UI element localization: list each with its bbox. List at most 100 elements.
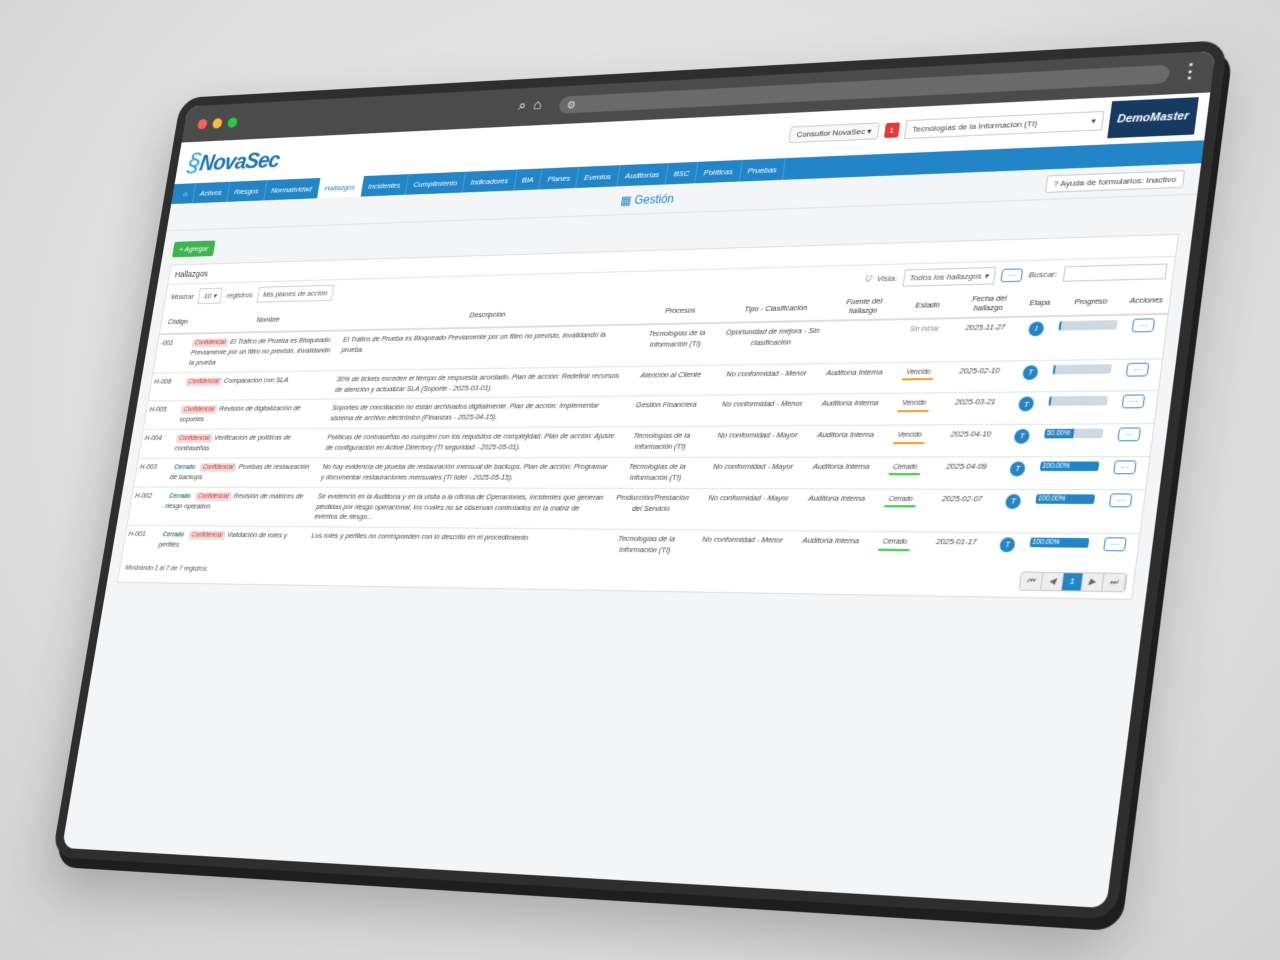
actions-button[interactable]: ··· (1125, 362, 1150, 377)
process-cell: Tecnologías de la Información (TI) (610, 457, 703, 489)
column-header[interactable]: Estado (897, 290, 959, 320)
finding-name[interactable]: Comparación con SLA (223, 375, 290, 385)
stage-cell: T (1009, 359, 1051, 393)
actions-button[interactable]: ··· (1112, 460, 1137, 475)
description-cell: Los roles y perfiles no corresponden con… (305, 526, 605, 560)
source-cell: Auditoría Interna (791, 531, 868, 564)
view-select[interactable]: Todos los hallazgos ▾ (902, 267, 996, 287)
first-page-button[interactable]: ⏮ (1019, 572, 1044, 590)
description-cell: Políticas de contraseñas no cumplen con … (321, 426, 620, 458)
source-cell: Auditoría Interna (806, 425, 883, 458)
source-cell: Auditoría Interna (802, 456, 879, 489)
progress-cell (1042, 391, 1112, 425)
nav-item-cumplimiento[interactable]: Cumplimiento (405, 171, 467, 195)
nav-item-normatividad[interactable]: Normatividad (263, 177, 321, 201)
name-cell[interactable]: Cerrado Confidencial Validación de roles y… (154, 525, 311, 556)
status-cell: Sin iniciar (891, 318, 955, 363)
close-window-button[interactable] (197, 118, 208, 129)
nav-item-planes[interactable]: Planes (539, 166, 580, 190)
column-header[interactable]: Progreso (1056, 286, 1126, 317)
area-select[interactable]: Tecnologías de la Información (TI) ▾ (903, 110, 1105, 139)
column-header[interactable]: Procesos (635, 296, 726, 325)
add-button[interactable]: + Agregar (172, 240, 216, 258)
description-cell: No hay evidencia de prueba de restauraci… (316, 457, 616, 488)
nav-item-bia[interactable]: BIA (513, 168, 543, 191)
column-header[interactable]: Acciones (1121, 285, 1172, 315)
nav-item-políticas[interactable]: Políticas (695, 159, 743, 184)
confidential-badge: Confidencial (175, 434, 213, 443)
nav-item-auditorías[interactable]: Auditorías (617, 163, 669, 187)
status-badge: Sin iniciar (909, 325, 940, 334)
nav-item-bsc[interactable]: BSC (665, 161, 699, 185)
actions-cell: ··· (1103, 423, 1154, 457)
column-header[interactable]: Código (159, 308, 196, 335)
status-badge: Cerrado (888, 462, 922, 476)
nav-item-activos[interactable]: Activos (192, 181, 231, 204)
process-cell: Tecnologías de la Información (TI) (615, 426, 707, 458)
name-cell[interactable]: Cerrado Confidencial Pruebas de restauraci… (165, 457, 322, 488)
next-page-button[interactable]: ▶ (1081, 573, 1105, 591)
column-header[interactable]: Fecha del hallazgo (954, 288, 1024, 319)
nav-item-eventos[interactable]: Eventos (576, 165, 621, 189)
type-cell: No conformidad - Mayor (691, 488, 803, 532)
progress-bar: 50.00% (1043, 428, 1104, 439)
actions-button[interactable]: ··· (1117, 427, 1141, 442)
status-cell: Cerrado (873, 456, 936, 489)
page-length-select[interactable]: 10 ▾ (197, 287, 223, 305)
home-icon[interactable]: ⌂ (532, 96, 543, 114)
nav-item-indicadores[interactable]: Indicadores (462, 169, 518, 193)
actions-cell: ··· (1088, 533, 1140, 567)
user-menu[interactable]: Consultor NovaSec ▾ (788, 121, 880, 143)
process-cell: Gestión Financiera (619, 395, 712, 427)
device-frame: ⌕ ⌂ ⚙ ⋮ §NovaSec Consultor NovaSec ▾ 1 Te… (51, 39, 1228, 920)
stage-cell: T (1004, 392, 1047, 425)
column-header[interactable]: Tipo - Clasificación (722, 293, 831, 323)
actions-button[interactable]: ··· (1108, 493, 1133, 507)
progress-bar: 100.00% (1039, 461, 1100, 471)
form-help-button[interactable]: ? Ayuda de formularios: Inactivo (1045, 170, 1186, 193)
name-cell[interactable]: Confidencial Comparación con SLA (180, 370, 336, 401)
actions-button[interactable]: ··· (1102, 537, 1127, 552)
source-cell: Auditoría Interna (815, 362, 892, 395)
description-cell: 30% de tickets exceden el tiempo de resp… (330, 366, 629, 400)
column-header[interactable]: Nombre (191, 305, 347, 334)
actions-button[interactable]: ··· (1121, 394, 1146, 409)
search-label: Buscar: (1027, 269, 1058, 280)
site-settings-icon[interactable]: ⚙ (565, 99, 577, 112)
nav-item-pruebas[interactable]: Pruebas (739, 158, 787, 182)
search-input[interactable] (1062, 263, 1168, 282)
table-row: H-004 Confidencial Verificación de polític… (138, 423, 1154, 459)
process-cell: Tecnologías de la Información (TI) (628, 322, 723, 367)
prev-page-button[interactable]: ◀ (1041, 572, 1065, 591)
name-cell[interactable]: Cerrado Confidencial Revisión de matrices … (159, 486, 317, 527)
minimize-window-button[interactable] (212, 117, 223, 129)
column-header[interactable]: Fuente del hallazgo (826, 291, 902, 321)
column-header[interactable]: Etapa (1019, 288, 1061, 317)
novasec-logo[interactable]: §NovaSec (185, 147, 282, 177)
source-cell (820, 319, 898, 364)
confidential-badge: Confidencial (191, 338, 229, 348)
view-label: Vista: (876, 273, 898, 284)
status-cell: Vencido (887, 361, 949, 394)
stage-cell: T (1000, 424, 1043, 457)
description-cell: Soportes de conciliación no están archiv… (326, 396, 625, 429)
type-cell: No conformidad - Menor (711, 363, 821, 396)
last-page-button[interactable]: ⏭ (1102, 573, 1127, 592)
progress-fill (1048, 396, 1052, 407)
nav-item-incidentes[interactable]: Incidentes (360, 174, 410, 197)
name-cell[interactable]: Confidencial Revisión de digitalización d… (175, 399, 331, 430)
nav-item-hallazgos[interactable]: Hallazgos (316, 176, 364, 199)
maximize-window-button[interactable] (227, 116, 238, 128)
code-cell: H-008 (148, 372, 186, 402)
name-cell[interactable]: Confidencial Verificación de políticas de… (170, 428, 327, 459)
actions-button[interactable]: ··· (1131, 318, 1156, 333)
page-1-button[interactable]: 1 (1062, 573, 1084, 591)
name-cell[interactable]: Confidencial El Tráfico de Prueba es Bloq… (185, 330, 342, 373)
notification-badge[interactable]: 1 (883, 121, 901, 138)
view-options-button[interactable]: ··· (1000, 268, 1024, 283)
nav-item-riesgos[interactable]: Riesgos (226, 180, 268, 202)
type-cell: No conformidad - Menor (706, 394, 816, 427)
kebab-icon[interactable]: ⋮ (1179, 59, 1202, 82)
search-icon[interactable]: ⌕ (517, 97, 528, 115)
my-plans-button[interactable]: Mis planes de acción (256, 284, 334, 303)
